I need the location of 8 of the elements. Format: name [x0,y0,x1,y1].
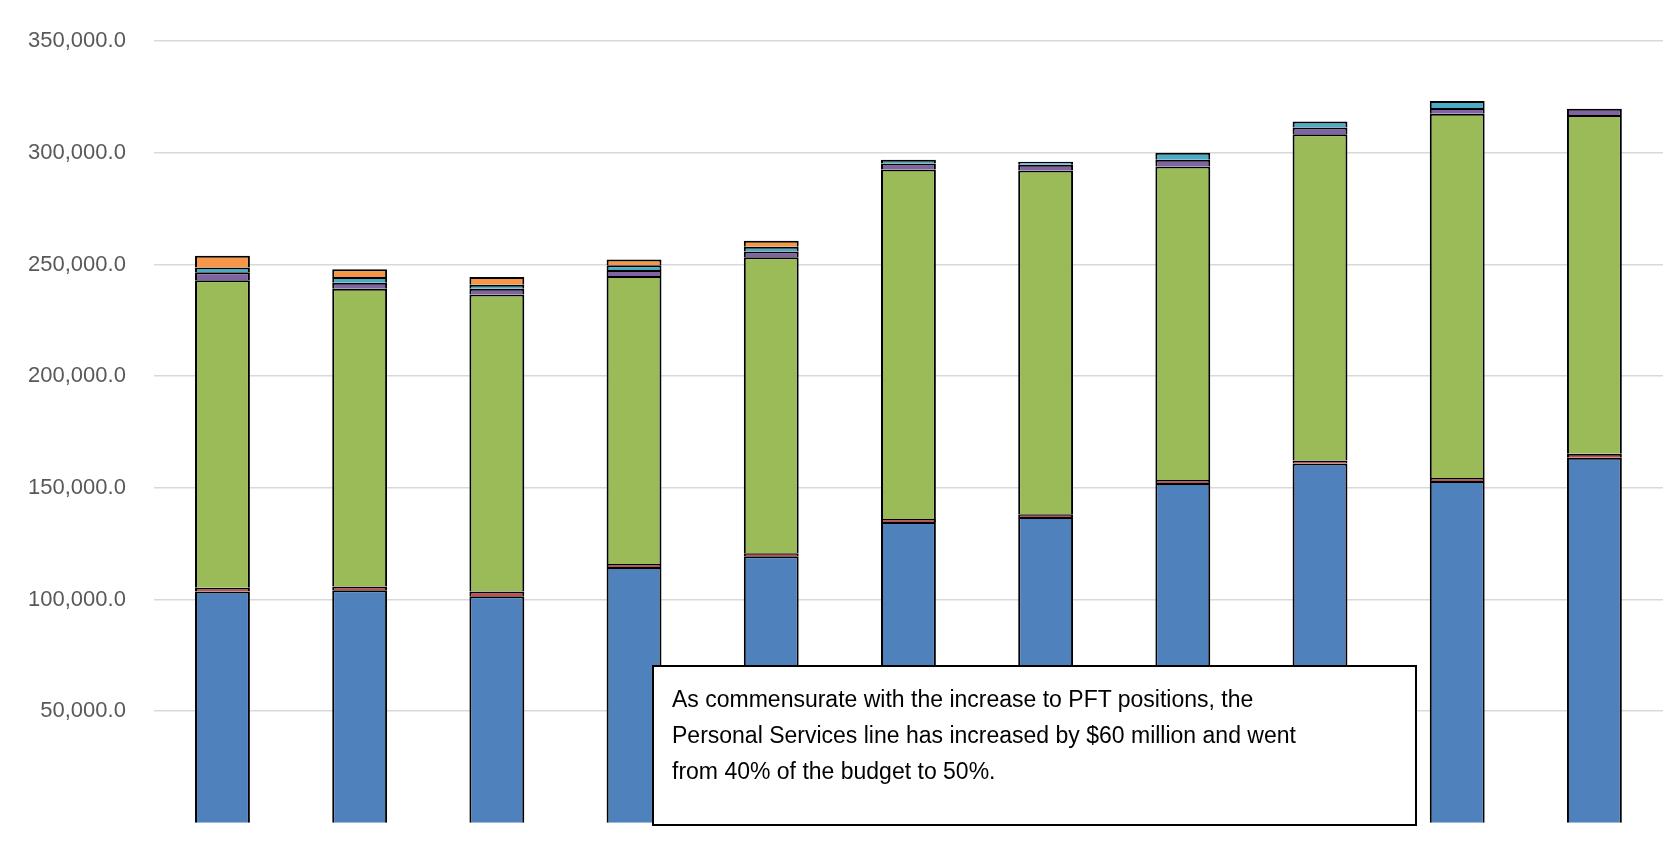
y-tick-label: 350,000.0 [28,27,126,53]
y-tick-label: 300,000.0 [28,138,126,164]
y-tick-label: 50,000.0 [40,697,126,723]
y-tick-label: 100,000.0 [28,585,126,611]
text-box: As commensurate with the increase to PFT positions, the Personal Services line has increased by $60 million and went from 40% of the budget to 50%. [652,665,1417,826]
y-tick-label: 200,000.0 [28,362,126,388]
y-tick-label: 250,000.0 [28,250,126,276]
y-tick-label: 150,000.0 [28,473,126,499]
